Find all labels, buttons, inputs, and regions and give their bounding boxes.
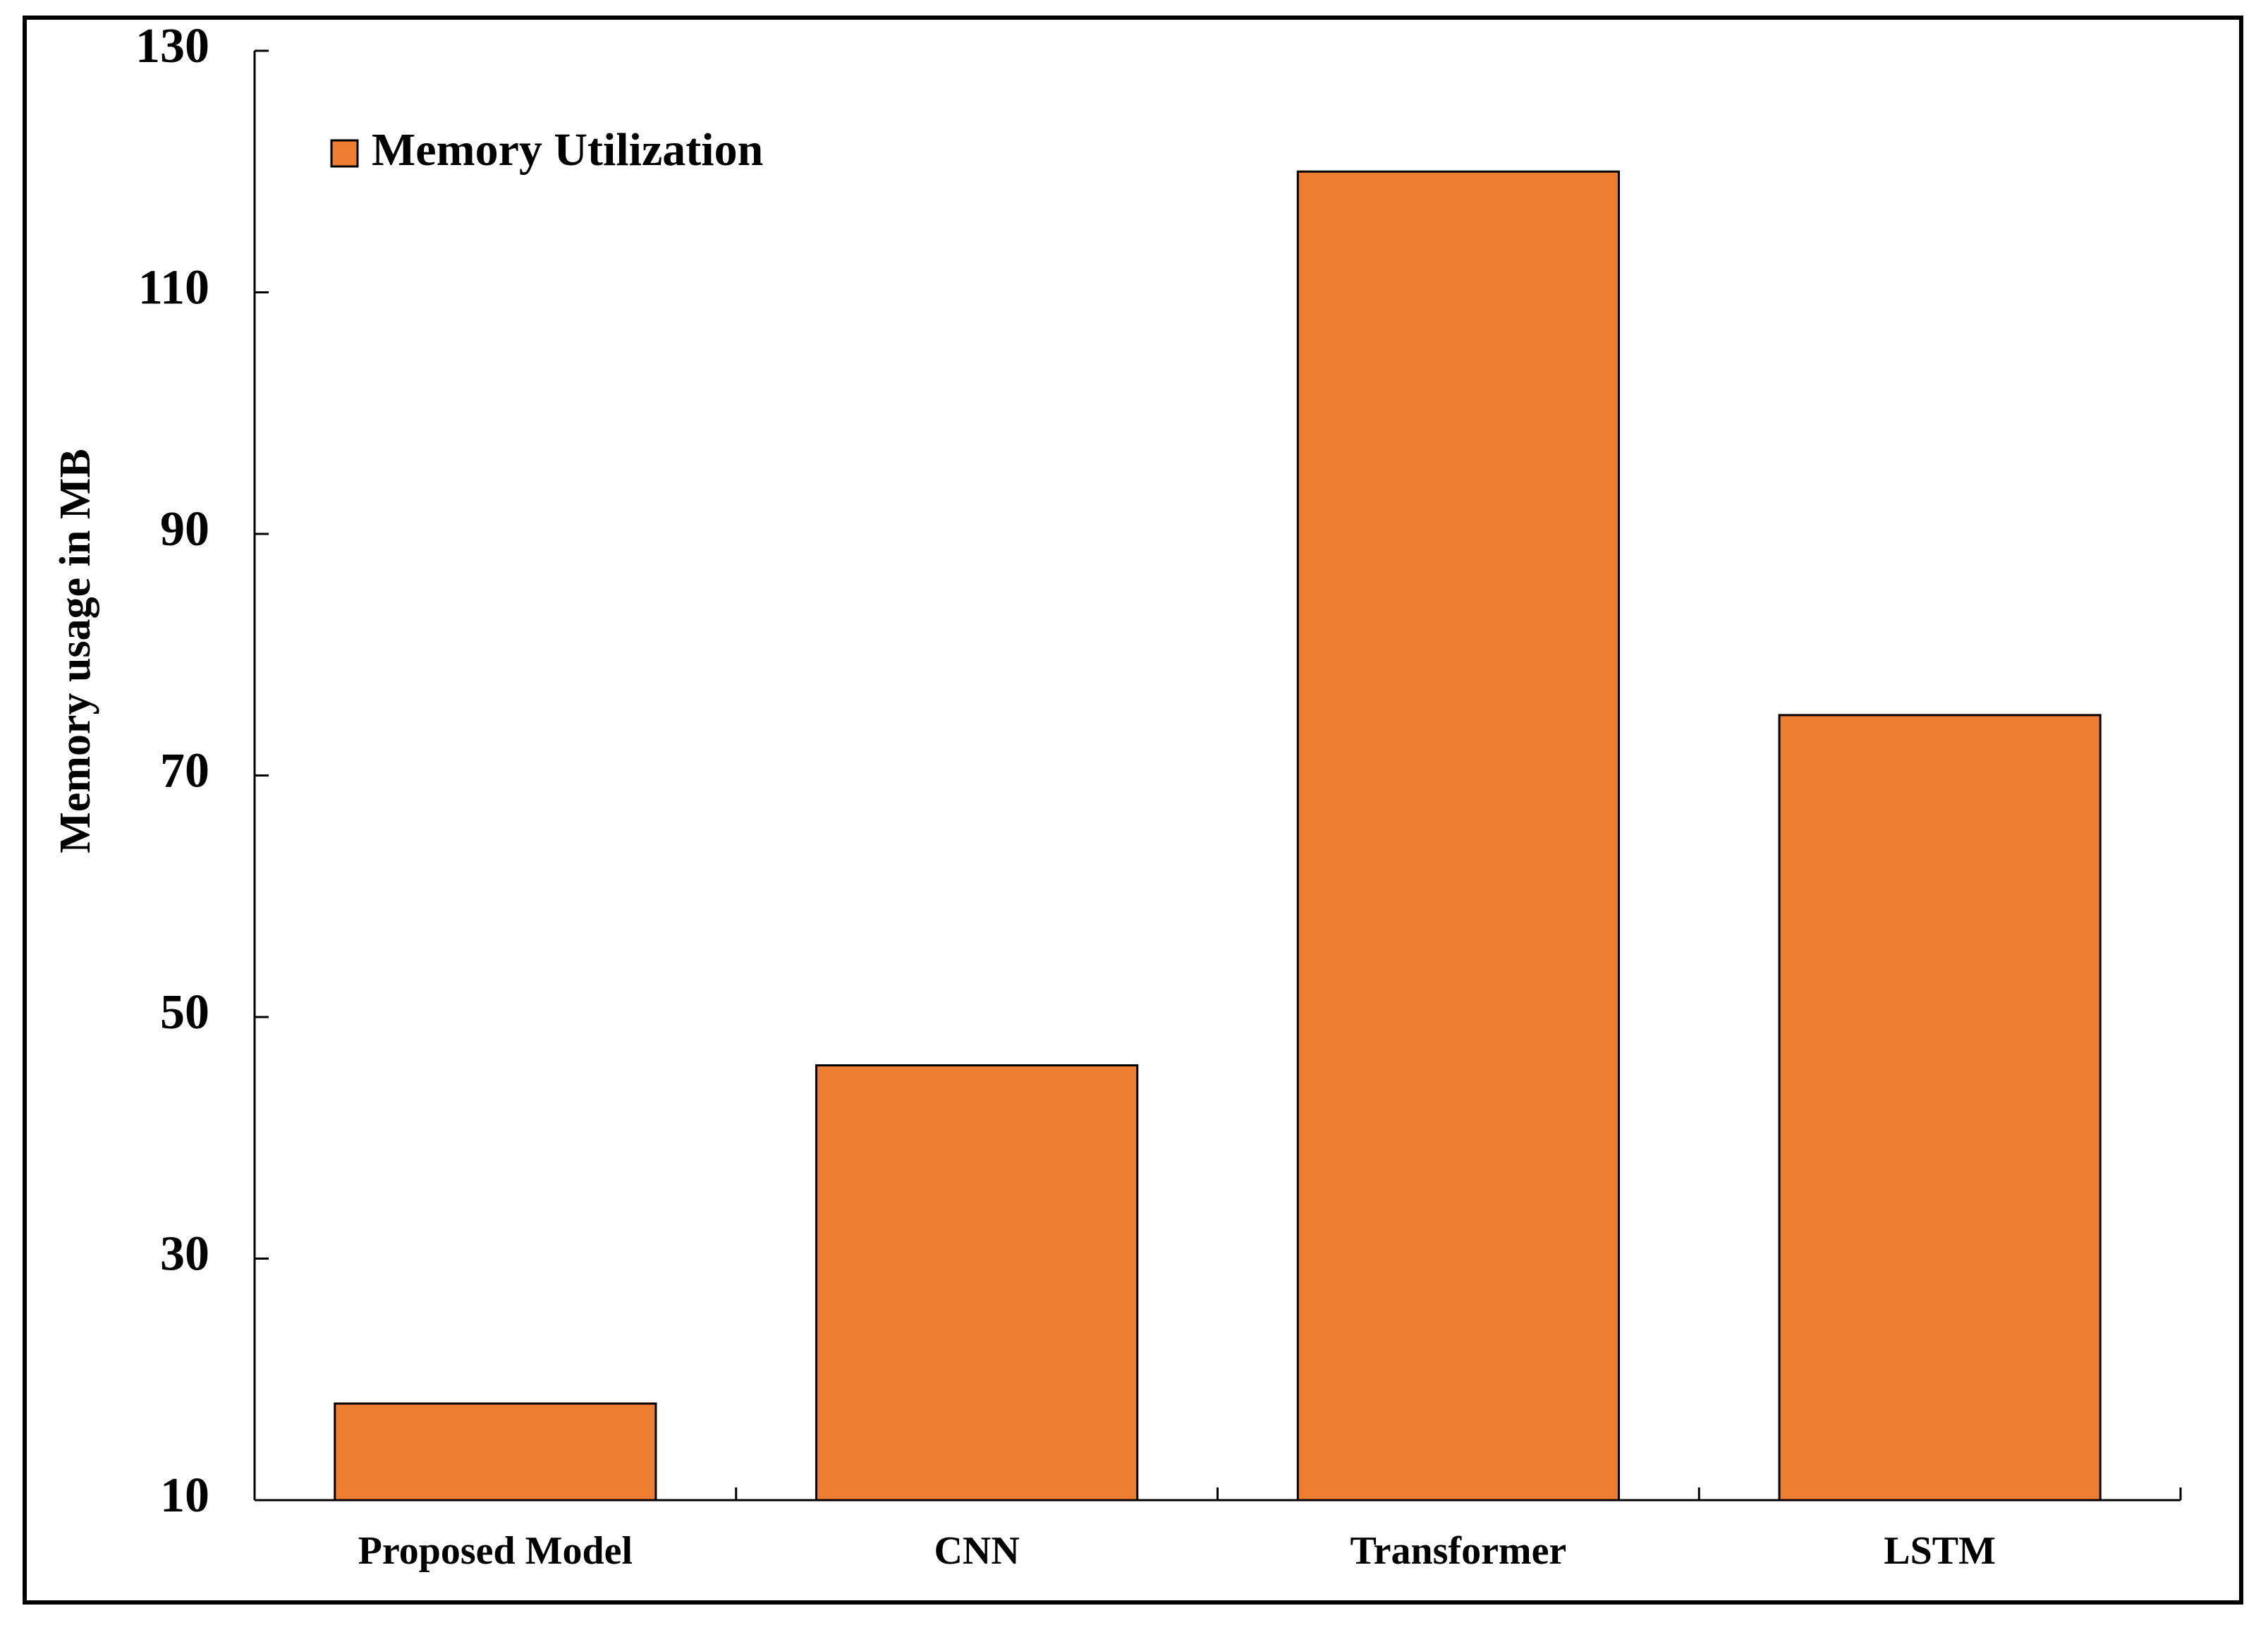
x-tick-label: CNN [934,1529,1019,1573]
y-tick-label: 90 [160,502,209,556]
x-tick-label: LSTM [1884,1529,1996,1573]
bar [1778,714,2102,1502]
bar [334,1402,657,1502]
y-tick-label: 110 [138,261,209,315]
y-tick-label: 130 [135,19,209,73]
x-tick-label: Proposed Model [358,1529,633,1573]
y-tick-label: 10 [160,1468,209,1523]
legend-swatch [330,139,359,168]
y-tick-label: 70 [160,744,209,798]
y-axis-label: Memory usage in MB [51,449,99,853]
y-tick-label: 50 [160,985,209,1040]
y-tick-label: 30 [160,1227,209,1282]
bar [815,1064,1139,1502]
bar [1296,170,1620,1502]
legend-label: Memory Utilization [372,124,763,176]
x-tick-label: Transformer [1350,1529,1566,1573]
